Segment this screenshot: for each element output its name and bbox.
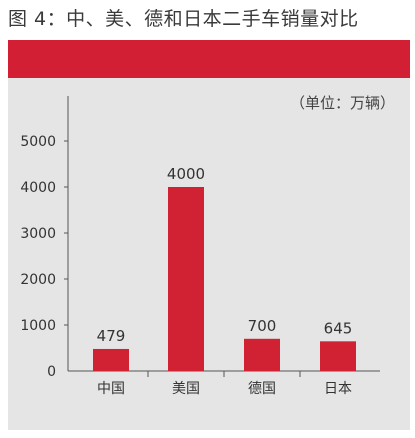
chart-bars (93, 187, 356, 371)
bar-1 (168, 187, 204, 371)
bar-0 (93, 348, 129, 371)
bar-3 (320, 341, 356, 371)
y-tick-label: 4000 (20, 180, 56, 196)
y-tick-label: 1000 (20, 318, 56, 334)
data-label: 645 (324, 319, 353, 337)
x-tick-label: 德国 (248, 381, 276, 397)
chart-title: 图 4：中、美、德和日本二手车销量对比 (8, 8, 359, 30)
data-label: 700 (248, 317, 277, 335)
title-band (8, 40, 410, 78)
y-tick-label: 3000 (20, 226, 56, 242)
data-label: 4000 (167, 165, 205, 183)
y-tick-label: 5000 (20, 134, 56, 150)
y-tick-label: 2000 (20, 272, 56, 288)
x-tick-label: 中国 (97, 381, 125, 397)
y-tick-label: 0 (47, 364, 56, 380)
chart-labels: 479 中国 4000 美国 700 德国 645 日本 (97, 165, 353, 397)
bar-2 (244, 338, 280, 371)
data-label: 479 (97, 327, 126, 345)
x-tick-label: 美国 (172, 381, 200, 397)
x-tick-label: 日本 (324, 381, 352, 397)
unit-label: （单位：万辆） (289, 94, 395, 112)
